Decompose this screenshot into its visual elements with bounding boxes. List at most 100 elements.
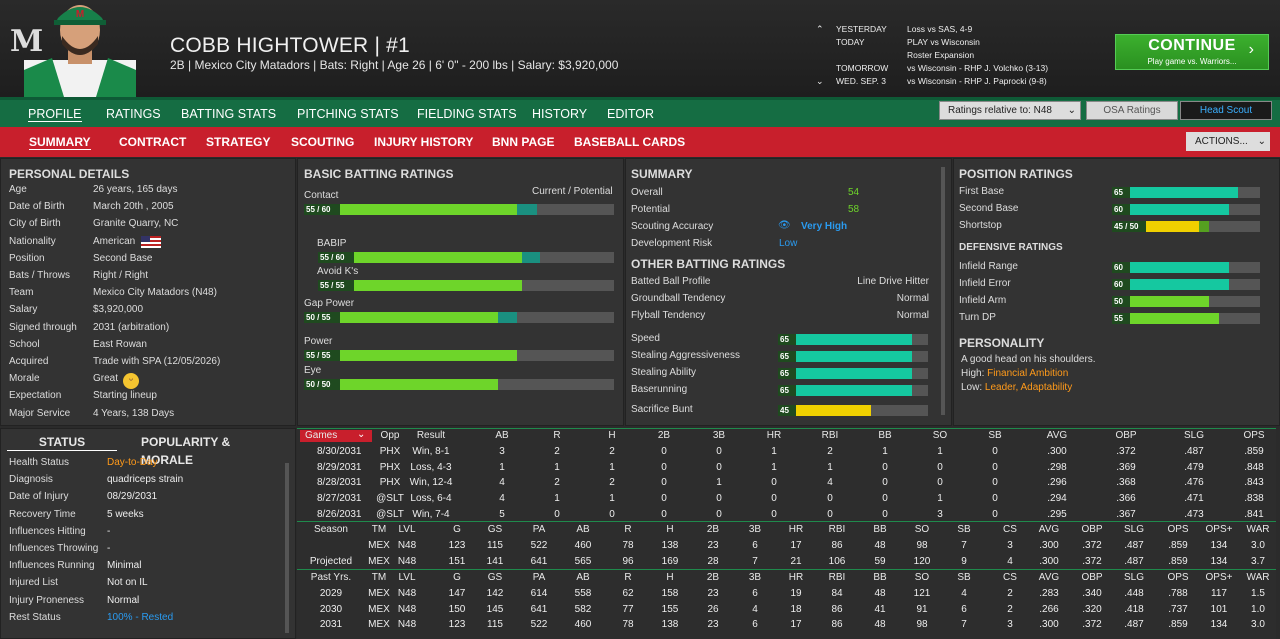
tab-batting-stats[interactable]: BATTING STATS	[181, 107, 277, 121]
status-value: Not on IL	[107, 577, 148, 589]
scrollbar[interactable]	[285, 463, 289, 633]
game-cell: PHX	[379, 477, 401, 489]
tab-bnn-page[interactable]: BNN PAGE	[492, 135, 555, 149]
tab-baseball-cards[interactable]: BASEBALL CARDS	[574, 135, 686, 149]
tab-popularity-morale[interactable]: POPULARITY & MORALE	[141, 435, 231, 467]
osa-ratings-button[interactable]: OSA Ratings	[1086, 101, 1178, 120]
tab-pitching-stats[interactable]: PITCHING STATS	[297, 107, 399, 121]
status-label: Diagnosis	[9, 474, 53, 486]
batting-ratings-title: BASIC BATTING RATINGS	[304, 167, 454, 181]
col-header: AB	[576, 572, 590, 583]
continue-button[interactable]: CONTINUE Play game vs. Warriors... ›	[1115, 34, 1269, 70]
tab-strategy[interactable]: STRATEGY	[206, 135, 271, 149]
stat-cell: 115	[487, 539, 503, 551]
game-cell: .367	[1116, 508, 1136, 520]
stat-cell: 28	[707, 555, 719, 567]
status-label: Date of Injury	[9, 491, 69, 503]
rating-bar: 55 / 60	[318, 252, 614, 263]
ratings-relative-select[interactable]: Ratings relative to: N48 ⌄	[939, 101, 1081, 120]
game-cell: .487	[1184, 446, 1204, 457]
col-header: SO	[914, 524, 930, 535]
game-cell: .368	[1116, 477, 1136, 489]
stat-cell: 98	[916, 539, 928, 551]
stat-cell: 6	[961, 603, 967, 615]
detail-label: Major Service	[9, 407, 71, 419]
col-header: HR	[788, 572, 804, 583]
col-header: RBI	[828, 524, 846, 535]
stat-cell: MEX	[368, 539, 390, 551]
tab-fielding-stats[interactable]: FIELDING STATS	[417, 107, 517, 121]
detail-label: Morale	[9, 373, 40, 385]
game-cell: 1	[716, 477, 722, 489]
stat-cell: 41	[874, 603, 886, 615]
rating-bar: 60	[1112, 204, 1260, 215]
game-cell: 0	[661, 446, 667, 457]
tab-injury-history[interactable]: INJURY HISTORY	[374, 135, 474, 149]
col-header: 2B	[657, 430, 671, 441]
stat-cell: 155	[661, 603, 679, 615]
col-header: AB	[576, 524, 590, 535]
rating-bar: 50 / 50	[304, 379, 614, 390]
game-cell: 0	[992, 477, 998, 489]
col-header: GS	[487, 572, 503, 583]
stat-cell: 2031	[319, 619, 343, 631]
col-header: G	[453, 572, 461, 583]
game-cell: PHX	[379, 446, 401, 457]
stat-cell: 106	[828, 555, 846, 567]
status-value: Day-to-Day	[107, 457, 158, 468]
scrollbar[interactable]	[941, 167, 945, 415]
stat-cell: .487	[1124, 539, 1144, 551]
stat-cell: .859	[1168, 539, 1188, 551]
happy-face-icon: ᵕ	[123, 373, 139, 389]
head-scout-button[interactable]: Head Scout	[1180, 101, 1272, 120]
tab-contract[interactable]: CONTRACT	[119, 135, 187, 149]
stat-cell: 460	[574, 539, 592, 551]
tab-profile[interactable]: PROFILE	[28, 107, 82, 122]
game-cell: 0	[882, 477, 888, 489]
chevron-right-icon: ›	[1248, 41, 1254, 58]
game-cell: 0	[716, 446, 722, 457]
stat-cell: 101	[1210, 603, 1228, 615]
tab-summary[interactable]: SUMMARY	[29, 135, 91, 150]
status-value: 5 weeks	[107, 508, 144, 520]
games-dropdown[interactable]: Games	[300, 430, 372, 442]
game-cell: .859	[1244, 446, 1264, 457]
game-cell: 1	[771, 446, 777, 457]
col-header: 2B	[706, 524, 720, 535]
stat-cell: MEX	[368, 619, 390, 631]
status-label: Health Status	[9, 457, 70, 468]
status-label: Injured List	[9, 577, 58, 589]
tab-history[interactable]: HISTORY	[532, 107, 588, 121]
tab-scouting[interactable]: SCOUTING	[291, 135, 355, 149]
stat-cell: MEX	[368, 603, 390, 615]
stat-cell: 134	[1210, 555, 1228, 567]
col-header: Opp	[380, 430, 400, 441]
game-cell: 0	[771, 477, 777, 489]
tab-ratings[interactable]: RATINGS	[106, 107, 161, 121]
stat-cell: 2029	[319, 587, 343, 599]
stat-cell: 48	[874, 587, 886, 599]
stat-cell: 6	[752, 619, 758, 631]
game-cell: 1	[771, 461, 777, 473]
game-cell: 4	[499, 493, 505, 505]
stat-cell: N48	[397, 619, 417, 631]
tab-status[interactable]: STATUS	[7, 433, 117, 451]
binoculars-icon: 👁	[778, 220, 791, 231]
game-cell: .476	[1184, 477, 1204, 489]
game-cell: 1	[499, 461, 505, 473]
stat-cell: 48	[874, 539, 886, 551]
stat-cell: .487	[1124, 555, 1144, 567]
col-header: R	[624, 524, 632, 535]
col-header: OPS+	[1205, 572, 1233, 583]
actions-dropdown[interactable]: ACTIONS... ⌄	[1186, 132, 1270, 151]
stat-cell: 134	[1210, 539, 1228, 551]
tab-editor[interactable]: EDITOR	[607, 107, 654, 121]
player-name: COBB HIGHTOWER | #1	[170, 34, 410, 57]
detail-value: Trade with SPA (12/05/2026)	[93, 356, 221, 367]
col-header: Season	[314, 524, 348, 535]
col-header: RBI	[821, 430, 839, 441]
detail-label: Acquired	[9, 356, 49, 367]
detail-label: School	[9, 338, 40, 350]
col-header: Past Yrs.	[310, 572, 352, 583]
stat-cell: 17	[790, 539, 802, 551]
